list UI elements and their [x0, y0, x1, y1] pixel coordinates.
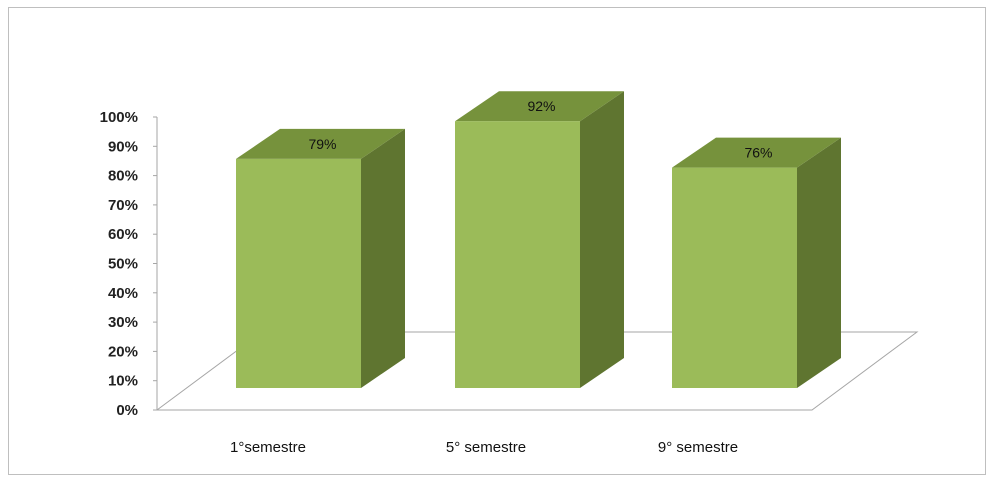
y-tick-label: 70% — [108, 197, 138, 214]
y-tick-label: 20% — [108, 343, 138, 360]
x-axis-categories: 1°semestre 5° semestre 9° semestre — [230, 439, 738, 456]
y-tick-label: 50% — [108, 256, 138, 273]
y-axis-ticks: 0% 10% 20% 30% 40% 50% 60% 70% 80% 90% 100% — [100, 109, 157, 419]
bar-data-label: 92% — [527, 98, 555, 114]
bar-front-face — [672, 167, 797, 388]
bars: 79% 92% 76% — [236, 91, 841, 388]
x-category-label: 9° semestre — [658, 439, 738, 456]
bar-top-face — [455, 91, 624, 122]
y-tick-label: 0% — [116, 402, 138, 419]
bar: 92% — [455, 91, 624, 388]
bar-data-label: 76% — [744, 145, 772, 161]
y-tick-label: 100% — [100, 109, 138, 126]
y-tick-label: 40% — [108, 285, 138, 302]
y-tick-label: 80% — [108, 168, 138, 185]
bar-side-face — [580, 91, 624, 388]
y-tick-label: 10% — [108, 373, 138, 390]
x-category-label: 1°semestre — [230, 439, 306, 456]
y-tick-label: 30% — [108, 314, 138, 331]
bar-top-face — [672, 137, 841, 168]
bar-side-face — [797, 137, 841, 388]
bar-front-face — [455, 121, 580, 388]
y-tick-label: 90% — [108, 138, 138, 155]
x-category-label: 5° semestre — [446, 439, 526, 456]
bar-data-label: 79% — [308, 136, 336, 152]
bar-top-face — [236, 128, 405, 159]
bar: 76% — [672, 137, 841, 388]
bar-side-face — [361, 128, 405, 388]
bar-front-face — [236, 158, 361, 388]
y-tick-label: 60% — [108, 226, 138, 243]
bar: 79% — [236, 128, 405, 388]
